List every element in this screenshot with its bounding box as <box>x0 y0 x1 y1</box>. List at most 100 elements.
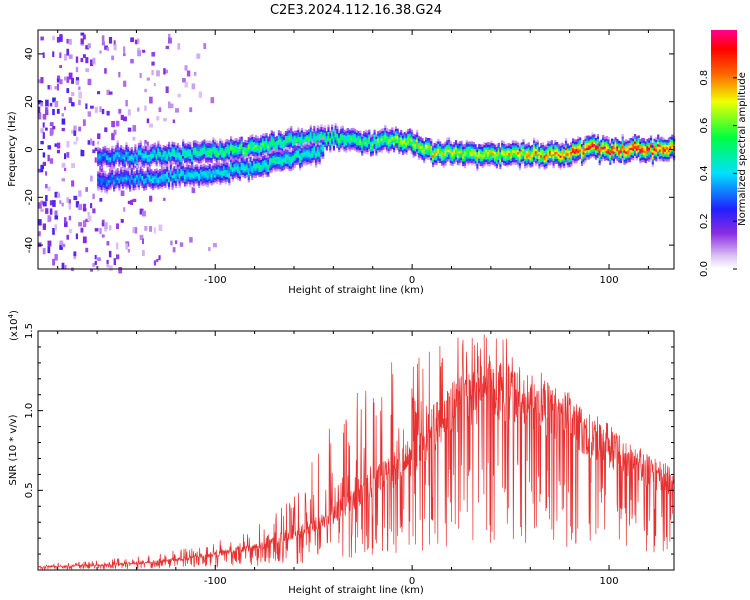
spectrogram-ridge-cell <box>549 143 552 147</box>
spectrogram-ridge-cell <box>175 171 178 174</box>
spectrogram-ridge-cell <box>497 152 500 156</box>
spectrogram-ridge-cell <box>272 165 275 168</box>
spectrogram-noise-cell <box>64 76 67 81</box>
spectrogram-ridge-cell <box>550 161 553 165</box>
spectrogram-ridge-cell <box>244 161 247 164</box>
spectrogram-ridge-cell <box>448 147 451 150</box>
spectrogram-ridge-cell <box>169 156 172 160</box>
spectrogram-noise-cell <box>64 153 67 160</box>
spectrogram-ridge-cell <box>130 167 133 171</box>
spectrogram-ridge-cell <box>409 142 412 146</box>
spectrogram-ridge-cell <box>416 151 419 154</box>
spectrogram-ridge-cell <box>449 158 452 161</box>
spectrogram-ridge-cell <box>237 142 240 145</box>
spectrogram-ridge-cell <box>423 143 426 147</box>
spectrogram-ridge-cell <box>139 147 142 150</box>
spectrogram-ridge-cell <box>196 166 199 170</box>
spectrogram-ridge-cell <box>648 159 651 162</box>
spectrogram-ridge-cell <box>270 137 273 141</box>
spectrogram-ridge-cell <box>373 136 376 140</box>
spectrogram-ridge-cell <box>428 142 431 146</box>
spectrogram-ridge-cell <box>366 132 369 136</box>
spectrogram-ridge-cell <box>270 139 273 143</box>
spectrogram-ridge-cell <box>603 146 607 149</box>
spectrogram-ridge-cell <box>334 125 337 128</box>
spectrogram-ridge-cell <box>504 163 507 166</box>
spectrogram-ridge-cell <box>417 152 420 156</box>
spectrogram-noise-cell <box>142 210 146 217</box>
spectrogram-ridge-cell <box>254 165 257 169</box>
spectrogram-ridge-cell <box>463 148 467 152</box>
spectrogram-ridge-cell <box>552 156 555 159</box>
spectrogram-ridge-cell <box>660 141 663 144</box>
spectrogram-ridge-cell <box>423 153 426 156</box>
spectrogram-ridge-cell <box>393 145 396 148</box>
spectrogram-ridge-cell <box>159 183 162 186</box>
spectrogram-ridge-cell <box>235 169 238 172</box>
spectrogram-ridge-cell <box>111 172 114 175</box>
spectrogram-ridge-cell <box>168 182 171 185</box>
spectrogram-ridge-cell <box>628 147 631 151</box>
spectrogram-ridge-cell <box>448 154 451 157</box>
spectrogram-ridge-cell <box>148 172 151 176</box>
spectrogram-ridge-cell <box>114 149 117 153</box>
spectrogram-ridge-cell <box>400 129 403 133</box>
spectrogram-ridge-cell <box>176 157 179 160</box>
spectrogram-ridge-cell <box>354 143 357 146</box>
spectrogram-ridge-cell <box>185 147 188 151</box>
spectrogram-ridge-cell <box>168 160 171 164</box>
spectrogram-ridge-cell <box>338 132 341 136</box>
spectrogram-ridge-cell <box>309 162 312 166</box>
spectrogram-ridge-cell <box>290 166 293 169</box>
spectrogram-ridge-cell <box>325 138 328 141</box>
spectrogram-ridge-cell <box>462 154 465 157</box>
spectrogram-ridge-cell <box>231 149 234 153</box>
spectrogram-ridge-cell <box>173 166 176 169</box>
spectrogram-ridge-cell <box>400 132 403 135</box>
spectrogram-ridge-cell <box>111 162 114 166</box>
spectrogram-ridge-cell <box>533 145 536 148</box>
spectrogram-ridge-cell <box>290 140 293 143</box>
spectrogram-ridge-cell <box>478 143 481 147</box>
spectrogram-noise-cell <box>56 36 60 43</box>
spectrogram-ridge-cell <box>302 134 305 137</box>
spectrogram-ridge-cell <box>416 144 419 147</box>
spectrogram-ridge-cell <box>168 174 171 178</box>
spectrogram-ridge-cell <box>315 148 318 151</box>
spectrogram-ridge-cell <box>448 144 451 148</box>
spectrogram-ridge-cell <box>540 147 543 151</box>
spectrogram-noise-cell <box>54 254 58 261</box>
spectrogram-ridge-cell <box>148 167 151 171</box>
spectrogram-ridge-cell <box>373 129 376 133</box>
spectrogram-ridge-cell <box>662 137 665 141</box>
spectrogram-ridge-cell <box>237 161 240 164</box>
spectrogram-ridge-cell <box>533 147 536 151</box>
spectrogram-ridge-cell <box>157 155 160 158</box>
spectrogram-noise-cell <box>80 227 84 233</box>
spectrogram-noise-cell <box>85 57 89 64</box>
spectrogram-ridge-cell <box>300 135 304 138</box>
spectrogram-ridge-cell <box>414 153 417 157</box>
spectrogram-ridge-cell <box>159 180 162 184</box>
spectrogram-ridge-cell <box>219 179 222 183</box>
spectrogram-noise-cell <box>139 208 144 215</box>
spectrogram-ridge-cell <box>568 157 571 160</box>
spectrogram-ridge-cell <box>440 160 444 164</box>
spectrogram-ridge-cell <box>148 170 151 173</box>
spectrogram-ridge-cell <box>554 149 557 152</box>
spectrogram-ridge-cell <box>288 127 291 131</box>
spectrogram-ridge-cell <box>235 167 238 170</box>
spectrogram-ridge-cell <box>451 156 454 159</box>
spectrogram-ridge-cell <box>212 137 215 140</box>
spectrogram-ridge-cell <box>501 147 504 151</box>
spectrogram-ridge-cell <box>139 152 142 155</box>
spectrogram-ridge-cell <box>596 155 599 158</box>
spectrogram-ridge-cell <box>453 142 456 145</box>
spectrogram-ridge-cell <box>210 182 213 186</box>
spectrogram-ridge-cell <box>469 151 472 154</box>
spectrogram-ridge-cell <box>173 159 176 162</box>
spectrogram-ridge-cell <box>600 146 603 150</box>
spectrogram-ridge-cell <box>237 168 240 171</box>
spectrogram-ridge-cell <box>515 147 518 151</box>
spectrogram-ridge-cell <box>137 154 140 158</box>
